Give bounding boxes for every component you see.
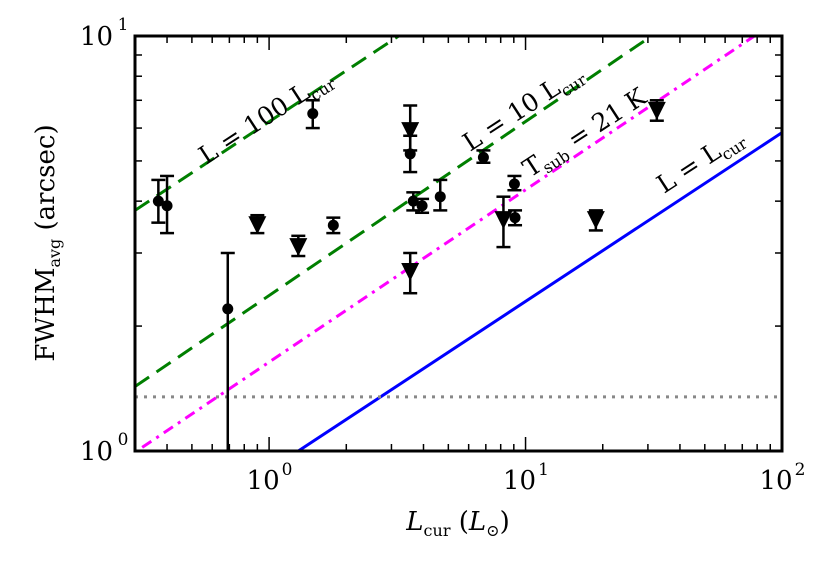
x-tick-label-0: 10: [247, 466, 280, 496]
x-axis-title: Lcur (L⊙): [405, 507, 509, 540]
y-tick-exp-0: 0: [118, 430, 129, 450]
upper-limit-marker-1-0: [248, 216, 267, 235]
data-point-0-7: [416, 200, 428, 212]
data-point-0-2: [222, 303, 234, 315]
upper-limit-marker-1-5: [586, 211, 605, 230]
y-tick-exp-1: 1: [118, 15, 129, 35]
reference-line-0: [135, 36, 400, 212]
data-point-0-9: [477, 151, 489, 163]
data-point-0-1: [161, 200, 173, 212]
data-markers: [152, 101, 666, 315]
upper-limit-marker-1-1: [289, 238, 308, 257]
upper-limit-marker-1-2: [401, 122, 420, 141]
y-axis-title: FWHMavg (arcsec): [31, 124, 64, 361]
data-point-0-6: [407, 195, 419, 207]
x-tick-exp-1: 1: [538, 460, 549, 480]
axis-ticks: [134, 35, 783, 452]
reference-line-1: [135, 36, 653, 388]
tick-labels: 10 0 10 1 10 210 010 1: [80, 15, 806, 496]
data-point-0-8: [434, 191, 446, 203]
reference-line-2: [141, 36, 756, 449]
data-point-0-5: [404, 148, 416, 160]
data-point-0-10: [508, 178, 520, 190]
y-tick-label-0: 10: [80, 437, 113, 467]
x-tick-exp-2: 2: [795, 460, 806, 480]
plot-frame: [133, 34, 784, 453]
upper-limit-marker-1-4: [494, 211, 513, 230]
data-point-0-0: [152, 195, 164, 207]
y-tick-label-1: 10: [80, 22, 113, 52]
x-tick-label-1: 10: [503, 466, 536, 496]
x-tick-label-2: 10: [759, 466, 792, 496]
x-tick-exp-0: 0: [282, 460, 293, 480]
data-point-0-11: [509, 212, 521, 224]
data-point-0-3: [307, 108, 319, 120]
upper-limit-marker-1-6: [647, 101, 666, 120]
upper-limit-marker-1-3: [401, 262, 420, 281]
data-point-0-4: [327, 219, 339, 231]
reference-lines: [135, 36, 782, 451]
